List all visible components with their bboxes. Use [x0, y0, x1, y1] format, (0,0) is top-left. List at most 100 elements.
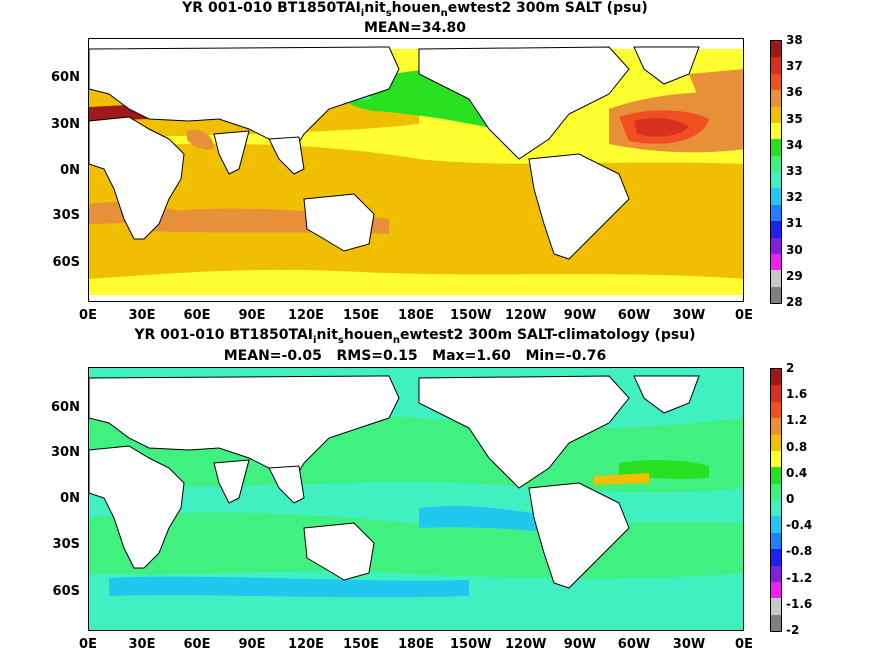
panel1-lon-90e: 90E: [238, 308, 266, 323]
panel1-mean: MEAN=34.80: [363, 20, 467, 36]
panel1-lat-60n: 60N: [51, 70, 80, 85]
panel2-colorbar-tick-label: -1.2: [786, 570, 813, 585]
panel2-title-mid1: nit: [316, 327, 338, 343]
panel2-lon-60e: 60E: [183, 637, 211, 652]
panel1-lat-30s: 30S: [52, 208, 80, 223]
panel1-lon-180e: 180E: [397, 308, 435, 323]
panel1-lat-60s: 60S: [52, 255, 80, 270]
panel2-colorbar-segment: [771, 450, 781, 468]
panel1-lon-120e: 120E: [287, 308, 325, 323]
panel2-colorbar-segment: [771, 500, 781, 517]
panel2-lon-150e: 150E: [342, 637, 380, 652]
panel2-lon-90w: 90W: [563, 637, 597, 652]
panel1-title: YR 001-010 BT1850TAIinitshouennewtest2 3…: [0, 0, 830, 22]
panel1-colorbar-segment: [771, 221, 781, 238]
panel1-colorbar-segment: [771, 188, 781, 205]
panel2-colorbar-tick-label: -0.8: [786, 544, 813, 559]
panel2-lon-0e-end: 0E: [735, 637, 753, 652]
panel2-colorbar-tick-label: 1.2: [786, 413, 808, 428]
panel2-title-sub3: n: [392, 334, 401, 346]
panel2-lon-120e: 120E: [287, 637, 325, 652]
panel1-colorbar-segment: [771, 73, 781, 91]
panel1-colorbar-tick-label: 32: [786, 190, 803, 205]
panel2-colorbar-segment: [771, 483, 781, 500]
panel2-lat-60s: 60S: [52, 584, 80, 599]
panel2-lon-150w: 150W: [450, 637, 492, 652]
panel1-colorbar-segment: [771, 253, 781, 271]
panel1-title-suffix: ewtest2 300m SALT (psu): [447, 0, 648, 16]
panel1-colorbar-segment: [771, 106, 781, 123]
panel1-colorbar-segment: [771, 237, 781, 254]
panel1-lon-60e: 60E: [183, 308, 211, 323]
panel2-colorbar-segment: [771, 532, 781, 550]
panel2-title: YR 001-010 BT1850TAIinitshouennewtest2 3…: [0, 327, 830, 349]
panel2-colorbar-tick-label: -0.4: [786, 518, 813, 533]
panel1-colorbar-segment: [771, 90, 781, 107]
panel2-lat-30n: 30N: [51, 445, 80, 460]
panel2-colorbar-tick-label: 1.6: [786, 387, 808, 402]
panel1-colorbar-segment: [771, 139, 781, 156]
panel2-colorbar: [770, 368, 782, 632]
panel2-colorbar-segment: [771, 516, 781, 533]
panel2-colorbar-segment: [771, 418, 781, 435]
panel1-colorbar-segment: [771, 155, 781, 172]
panel1-colorbar-segment: [771, 57, 781, 74]
panel2-title-suffix: ewtest2 300m SALT-climatology (psu): [400, 327, 696, 343]
panel1-colorbar-segment: [771, 286, 781, 303]
panel2-colorbar-segment: [771, 434, 781, 451]
panel2-colorbar-tick-label: 0.4: [786, 465, 808, 480]
panel2-lon-120w: 120W: [505, 637, 547, 652]
panel1-lat-30n: 30N: [51, 117, 80, 132]
panel1-map-field: [89, 39, 743, 301]
panel2-colorbar-tick-label: 0: [786, 492, 795, 506]
panel2-lat-0n: 0N: [60, 491, 80, 506]
panel1-lon-120w: 120W: [505, 308, 547, 323]
panel2-map-field: [89, 368, 743, 630]
panel1-title-mid1: nit: [364, 0, 386, 16]
panel1-colorbar-tick-label: 30: [786, 242, 803, 257]
panel1-lon-30w: 30W: [672, 308, 706, 323]
panel1-lon-0e-end: 0E: [735, 308, 753, 323]
panel2-title-prefix: YR 001-010 BT1850TAI: [134, 327, 314, 343]
panel1-lon-60w: 60W: [617, 308, 651, 323]
panel2-lon-90e: 90E: [238, 637, 266, 652]
panel2-colorbar-segment: [771, 369, 781, 386]
panel2-title-sub1: i: [313, 334, 317, 346]
panel1-colorbar-segment: [771, 204, 781, 222]
panel2-title-sub2: s: [337, 334, 344, 346]
panel2-stats: MEAN=-0.05 RMS=0.15 Max=1.60 Min=-0.76: [223, 348, 607, 364]
panel1-title-prefix: YR 001-010 BT1850TAI: [182, 0, 361, 16]
panel2-colorbar-tick-label: -2: [786, 623, 800, 637]
panel2-colorbar-segment: [771, 467, 781, 484]
panel2-lon-30w: 30W: [672, 637, 706, 652]
panel1-title-sub2: s: [385, 7, 392, 19]
panel1-lon-30e: 30E: [128, 308, 156, 323]
panel2-lat-30s: 30S: [52, 537, 80, 552]
panel2-lat-60n: 60N: [51, 400, 80, 415]
panel2-colorbar-tick-label: 2: [786, 361, 795, 375]
panel2-colorbar-segment: [771, 401, 781, 419]
panel2-colorbar-segment: [771, 598, 781, 615]
panel2-colorbar-tick-label: -1.6: [786, 596, 813, 611]
panel2-colorbar-segment: [771, 565, 781, 582]
panel1-title-sub3: n: [440, 7, 448, 19]
panel1-colorbar-segment: [771, 270, 781, 287]
panel1-colorbar-tick-label: 28: [786, 295, 803, 309]
panel1-lon-150w: 150W: [450, 308, 492, 323]
panel2-colorbar-segment: [771, 614, 781, 631]
panel1-colorbar-tick-label: 29: [786, 268, 803, 283]
panel1-colorbar-tick-label: 36: [786, 85, 803, 100]
panel1-colorbar-tick-label: 31: [786, 216, 803, 231]
panel1-lat-0n: 0N: [60, 163, 80, 178]
panel1-colorbar-segment: [771, 41, 781, 58]
panel1-lon-90w: 90W: [563, 308, 597, 323]
panel2-colorbar-segment: [771, 549, 781, 566]
panel2-map: [88, 367, 744, 631]
panel1-colorbar-tick-label: 33: [786, 164, 803, 178]
panel1-map: [88, 38, 744, 302]
panel1-colorbar-segment: [771, 122, 781, 140]
panel1-lon-0e: 0E: [79, 308, 97, 323]
panel2-lon-180e: 180E: [397, 637, 435, 652]
panel1-colorbar-tick-label: 38: [786, 33, 803, 47]
panel1-colorbar-tick-label: 35: [786, 111, 803, 126]
